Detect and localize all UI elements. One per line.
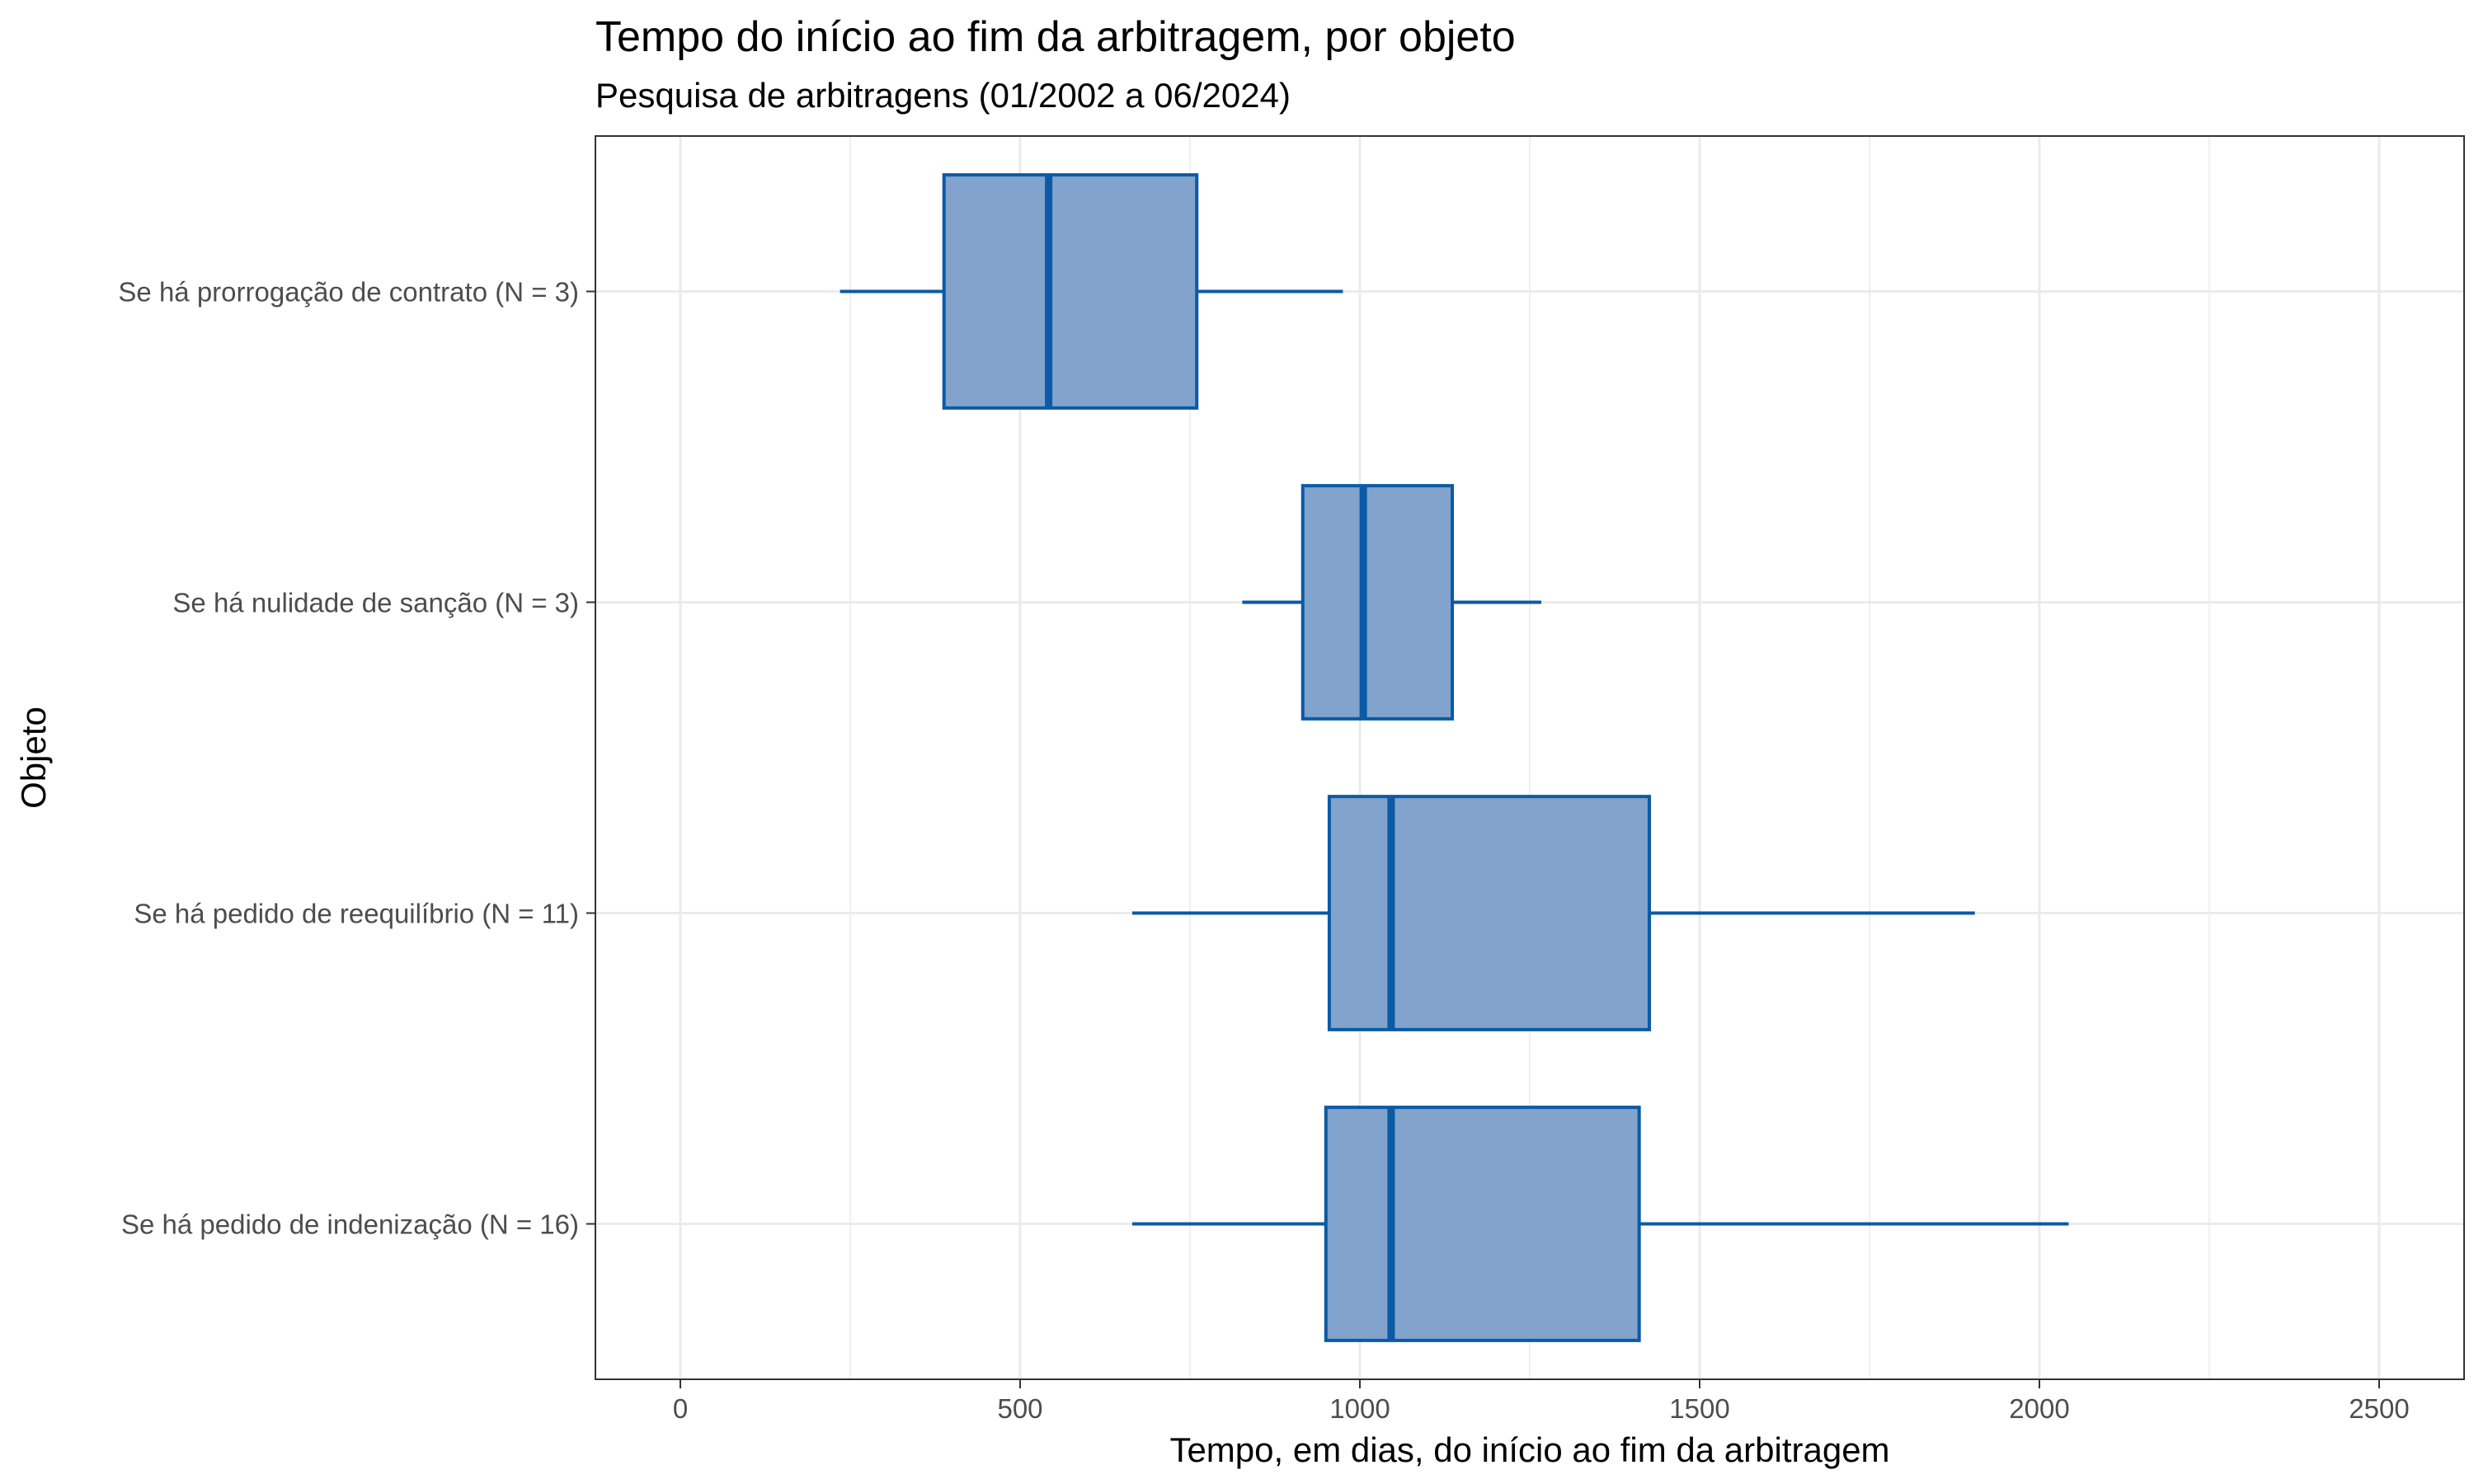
box-3 xyxy=(1131,795,1975,1031)
box-series xyxy=(840,173,2069,1342)
x-tick-label: 1500 xyxy=(1669,1393,1729,1424)
box-2 xyxy=(1242,484,1542,721)
x-axis-title: Tempo, em dias, do início ao fim da arbi… xyxy=(1169,1430,1889,1469)
y-tick-label: Se há prorrogação de contrato (N = 3) xyxy=(118,277,579,308)
x-tick-label: 1000 xyxy=(1329,1393,1390,1424)
y-axis-title: Objeto xyxy=(14,707,53,809)
box-4 xyxy=(1131,1106,2069,1342)
axes: 0 500 1000 1500 2000 2500 Se há prorrogação de… xyxy=(118,277,2409,1425)
box-iqr xyxy=(1324,1106,1641,1342)
y-tick-label: Se há pedido de indenização (N = 16) xyxy=(121,1209,579,1240)
box-iqr xyxy=(942,173,1199,410)
y-tick-label: Se há pedido de reequilíbrio (N = 11) xyxy=(134,899,579,929)
chart-title: Tempo do início ao fim da arbitragem, po… xyxy=(595,13,1516,61)
x-tick-label: 0 xyxy=(673,1393,688,1424)
chart-subtitle: Pesquisa de arbitragens (01/2002 a 06/20… xyxy=(595,76,1291,115)
y-tick-label: Se há nulidade de sanção (N = 3) xyxy=(172,588,579,618)
box-iqr xyxy=(1327,795,1652,1031)
plot-panel-border xyxy=(595,135,2465,1380)
x-tick-label: 2500 xyxy=(2349,1393,2409,1424)
box-1 xyxy=(840,173,1343,410)
box-iqr xyxy=(1300,484,1455,721)
x-tick-label: 2000 xyxy=(2009,1393,2069,1424)
x-tick-label: 500 xyxy=(997,1393,1042,1424)
